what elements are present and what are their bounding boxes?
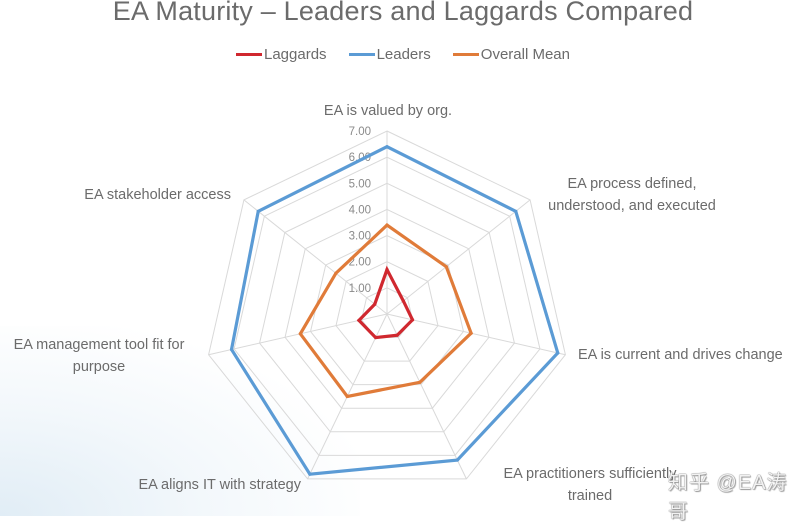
watermark: 知乎 @EA涛哥 bbox=[668, 472, 788, 523]
tick-label-5-00: 5.00 bbox=[349, 178, 371, 190]
data-point-laggards-3 bbox=[410, 318, 415, 322]
tick-label-3-00: 3.00 bbox=[349, 231, 371, 243]
category-label-ea-is-valued-by-org: EA is valued by org. bbox=[324, 103, 452, 119]
data-point-overall-mean-4 bbox=[418, 380, 422, 384]
tick-label-1-00: 1.00 bbox=[349, 283, 371, 295]
grid-ring-2 bbox=[335, 261, 439, 362]
data-point-laggards-5 bbox=[374, 335, 378, 340]
tick-label-2-00: 2.00 bbox=[349, 257, 371, 269]
axis-spoke-ea-stakeholder-access bbox=[243, 199, 388, 315]
data-point-laggards-2 bbox=[401, 299, 405, 303]
grid-ring-7 bbox=[208, 130, 566, 480]
radar-grid bbox=[208, 130, 566, 480]
tick-label-4-00: 4.00 bbox=[349, 204, 371, 216]
axis-spoke-ea-process-defined-understood-and-executed bbox=[386, 199, 531, 315]
data-point-leaders-1 bbox=[385, 145, 389, 149]
data-point-leaders-5 bbox=[308, 472, 312, 476]
series-line-laggards bbox=[356, 265, 415, 340]
legend: Laggards Leaders Overall Mean bbox=[0, 46, 806, 63]
legend-label-overall-mean: Overall Mean bbox=[480, 46, 570, 63]
grid-ring-6 bbox=[233, 156, 541, 456]
data-point-leaders-7 bbox=[256, 209, 260, 213]
data-point-overall-mean-2 bbox=[444, 265, 448, 269]
tick-label-6-00: 6.00 bbox=[349, 152, 371, 164]
grid-ring-5 bbox=[259, 182, 515, 433]
radial-tick-labels: 1.00 2.00 3.00 4.00 5.00 6.00 7.00 bbox=[349, 126, 371, 295]
legend-item-overall-mean[interactable]: Overall Mean bbox=[452, 46, 570, 63]
data-point-overall-mean-1 bbox=[385, 223, 389, 227]
category-label-ea-aligns-it-with-strategy: EA aligns IT with strategy bbox=[138, 477, 301, 493]
legend-swatch-overall-mean bbox=[452, 53, 479, 56]
data-point-leaders-2 bbox=[514, 209, 518, 213]
data-point-laggards-6 bbox=[357, 318, 361, 322]
category-label-ea-practitioners-sufficiently-trained: EA practitioners sufficiently trained bbox=[503, 466, 677, 504]
data-point-leaders-3 bbox=[556, 351, 560, 355]
category-label-ea-stakeholder-access: EA stakeholder access bbox=[84, 187, 231, 203]
legend-label-laggards: Laggards bbox=[264, 46, 327, 63]
data-point-leaders-4 bbox=[455, 458, 459, 462]
axis-spoke-ea-practitioners-sufficiently-trained bbox=[386, 313, 467, 480]
chart-title: EA Maturity – Leaders and Laggards Compa… bbox=[112, 0, 694, 26]
data-point-overall-mean-3 bbox=[469, 331, 473, 335]
data-point-overall-mean-6 bbox=[298, 332, 302, 336]
data-point-leaders-6 bbox=[229, 347, 234, 352]
legend-item-leaders[interactable]: Leaders bbox=[348, 46, 431, 63]
grid-ring-4 bbox=[284, 208, 490, 409]
data-point-overall-mean-7 bbox=[334, 271, 338, 275]
legend-swatch-leaders bbox=[348, 53, 375, 56]
category-label-ea-process-defined-understood-and-executed: EA process defined, understood, and execu… bbox=[548, 176, 716, 214]
series-line-overall-mean bbox=[298, 223, 473, 399]
series-group bbox=[229, 144, 560, 476]
legend-item-laggards[interactable]: Laggards bbox=[236, 46, 327, 63]
legend-swatch-laggards bbox=[236, 53, 262, 56]
tick-label-7-00: 7.00 bbox=[349, 126, 371, 138]
category-label-ea-is-current-and-drives-change: EA is current and drives change bbox=[578, 347, 783, 363]
series-line-leaders bbox=[229, 144, 560, 476]
legend-label-leaders: Leaders bbox=[376, 46, 431, 63]
category-label-ea-management-tool-fit-for-purpose: EA management tool fit for purpose bbox=[14, 337, 185, 375]
axis-spoke-ea-is-current-and-drives-change bbox=[386, 313, 566, 356]
data-point-laggards-1 bbox=[385, 267, 389, 272]
category-labels: EA is valued by org. EA process defined, u… bbox=[14, 103, 783, 504]
data-point-overall-mean-5 bbox=[345, 394, 349, 399]
data-point-laggards-4 bbox=[395, 333, 399, 337]
data-point-laggards-7 bbox=[373, 302, 377, 306]
